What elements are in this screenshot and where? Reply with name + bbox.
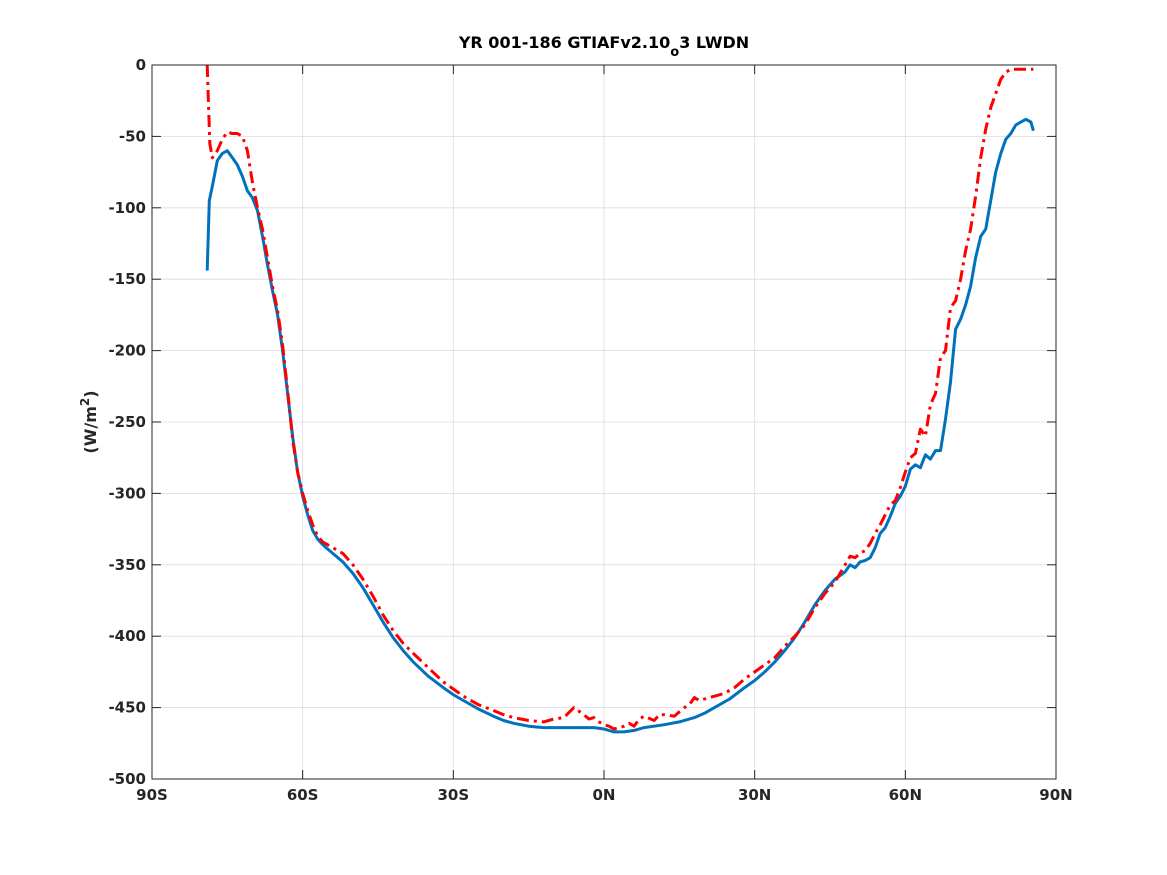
- x-tick-label: 0N: [593, 786, 616, 804]
- chart-title-main: YR 001-186 GTIAFv2.10: [458, 33, 670, 52]
- y-tick-label: 0: [136, 56, 146, 74]
- y-tick-label: -200: [108, 342, 146, 360]
- y-tick-label: -300: [108, 484, 146, 502]
- chart-title: YR 001-186 GTIAFv2.10o3 LWDN: [458, 33, 749, 60]
- axis-ticks: 90S 60S 30S 0N 30N 60N 90N 0 -50 -100 -150 -200 -250…: [108, 56, 1072, 804]
- y-tick-label: -250: [108, 413, 146, 431]
- y-axis-label-superscript: 2: [78, 398, 92, 406]
- y-tick-label: -350: [108, 556, 146, 574]
- x-tick-label: 60N: [889, 786, 922, 804]
- y-tick-label: -500: [108, 770, 146, 788]
- grid-lines: [152, 65, 1056, 779]
- x-tick-label: 90S: [136, 786, 168, 804]
- x-tick-label: 30S: [437, 786, 469, 804]
- y-axis-label: (W/m2): [78, 390, 100, 453]
- y-tick-label: -450: [108, 699, 146, 717]
- x-tick-label: 60S: [287, 786, 319, 804]
- x-tick-label: 30N: [738, 786, 771, 804]
- plot-area-frame: [151, 64, 1057, 780]
- series-line-1: [205, 117, 1035, 734]
- chart-title-tail: 3 LWDN: [679, 33, 749, 52]
- series-line-2: [205, 64, 1034, 731]
- y-axis-label-tail: ): [81, 390, 100, 397]
- data-series: [205, 64, 1035, 734]
- y-tick-label: -100: [108, 199, 146, 217]
- x-tick-label: 90N: [1039, 786, 1072, 804]
- y-axis-label-main: (W/m: [81, 406, 100, 453]
- y-tick-label: -400: [108, 627, 146, 645]
- chart-title-subscript: o: [670, 45, 679, 60]
- y-tick-label: -50: [119, 127, 146, 145]
- y-tick-label: -150: [108, 270, 146, 288]
